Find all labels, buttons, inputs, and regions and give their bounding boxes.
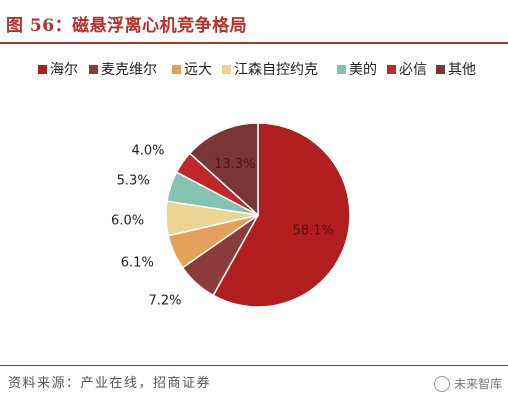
watermark: 未来智库	[433, 374, 502, 394]
slice-value-label: 6.1%	[121, 255, 154, 270]
legend-label: 江森自控约克	[234, 62, 318, 78]
chart-legend: 海尔 麦克维尔 远大 江森自控约克 美的 必信 其他	[0, 60, 508, 80]
legend-item-midea: 美的	[337, 60, 377, 80]
legend-item-mcquay: 麦克维尔	[89, 60, 157, 80]
title-divider	[0, 42, 508, 44]
legend-swatch	[436, 64, 445, 74]
source-divider	[0, 365, 508, 366]
slice-value-label: 7.2%	[149, 294, 182, 309]
pie-slice	[212, 122, 351, 308]
legend-label: 远大	[184, 62, 212, 78]
legend-label: 其他	[448, 62, 476, 78]
slice-value-label: 58.1%	[293, 223, 334, 238]
figure-title: 图 56：磁悬浮离心机竞争格局	[6, 16, 248, 36]
legend-swatch	[387, 64, 396, 74]
legend-label: 海尔	[50, 62, 78, 78]
legend-swatch	[222, 64, 231, 74]
watermark-logo-icon	[433, 375, 450, 392]
slice-value-label: 5.3%	[117, 173, 150, 188]
legend-item-other: 其他	[436, 60, 476, 80]
legend-item-york: 江森自控约克	[222, 60, 318, 80]
legend-label: 麦克维尔	[101, 62, 157, 78]
legend-swatch	[38, 64, 47, 74]
legend-item-bixin: 必信	[387, 60, 427, 80]
pie-chart: 58.1% 7.2% 6.1% 6.0% 5.3% 4.0% 13.3%	[111, 122, 351, 309]
legend-item-broad: 远大	[172, 60, 212, 80]
legend-swatch	[337, 64, 346, 74]
legend-label: 美的	[349, 62, 377, 78]
watermark-text: 未来智库	[453, 377, 502, 391]
legend-swatch	[172, 64, 181, 74]
slice-value-label: 4.0%	[131, 144, 164, 159]
legend-item-haier: 海尔	[38, 60, 78, 80]
pie-slice	[188, 122, 259, 217]
legend-label: 必信	[399, 62, 427, 78]
slice-value-label: 6.0%	[111, 213, 144, 228]
slice-value-label: 13.3%	[214, 157, 255, 172]
source-note: 资料来源：产业在线，招商证券	[8, 376, 212, 391]
legend-swatch	[89, 64, 98, 74]
